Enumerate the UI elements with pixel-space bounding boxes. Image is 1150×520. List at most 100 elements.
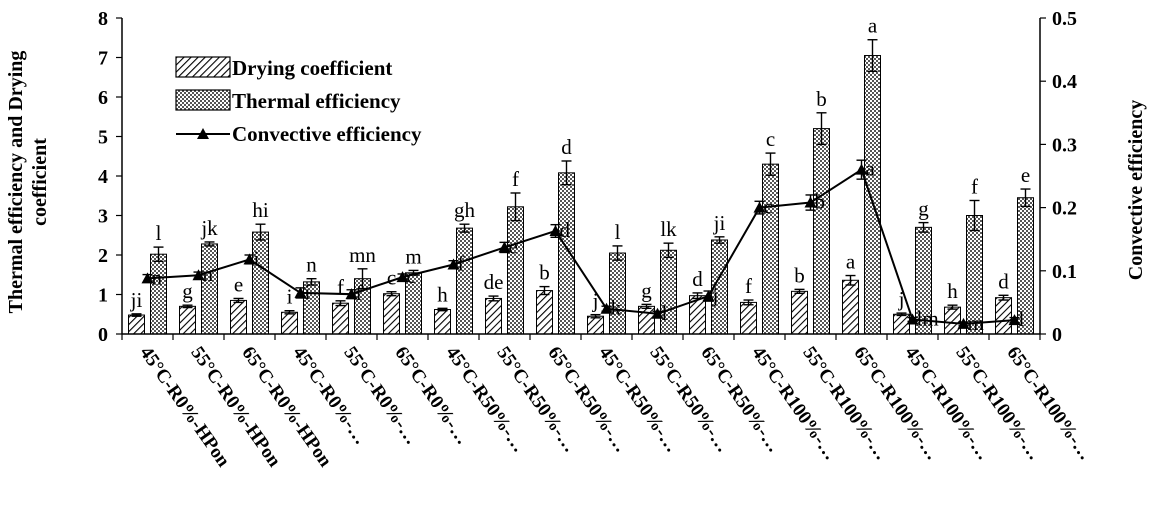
y-left-tick-label: 5	[98, 127, 108, 149]
legend-swatch-drying	[175, 56, 231, 78]
y-left-tick-label: 6	[98, 87, 108, 109]
drying-bar	[179, 305, 196, 335]
convective-letter: l	[1019, 307, 1025, 331]
y-left-tick-label: 1	[98, 285, 108, 307]
thermal-bar-letter: lk	[660, 217, 677, 241]
convective-letter: l	[662, 301, 668, 325]
thermal-bar-letter: ji	[713, 211, 726, 235]
thermal-bar	[609, 252, 626, 335]
convective-point	[141, 272, 154, 284]
drying-bar-letter: i	[287, 285, 293, 309]
convective-point	[498, 241, 511, 253]
y-right-tick-label: 0.3	[1052, 134, 1077, 156]
thermal-bar	[813, 128, 830, 335]
drying-bar	[587, 315, 604, 335]
thermal-bar-letter: d	[561, 135, 572, 159]
drying-bar	[128, 314, 145, 335]
convective-letter: c	[764, 195, 773, 219]
y-right-tick-label: 0.5	[1052, 8, 1077, 30]
y-left-tick-label: 7	[98, 48, 108, 70]
legend-item-thermal: Thermal efficiency	[175, 89, 401, 113]
convective-point	[600, 302, 613, 314]
convective-point	[294, 286, 307, 298]
drying-bar-letter: ji	[130, 288, 143, 312]
thermal-bar-letter: f	[971, 174, 978, 198]
y-axis-right-title: Convective efficiency	[1125, 100, 1147, 280]
thermal-bar	[762, 163, 779, 335]
thermal-bar-letter: l	[615, 220, 621, 244]
legend-label-thermal: Thermal efficiency	[232, 89, 401, 113]
drying-bar	[332, 302, 349, 335]
convective-letter: m	[968, 311, 984, 335]
convective-letter: d	[560, 218, 571, 242]
thermal-bar-letter: mn	[349, 243, 376, 267]
thermal-bar-letter: n	[306, 253, 317, 277]
y-left-tick-label: 4	[98, 166, 108, 188]
convective-point	[192, 269, 205, 281]
convective-letter: j	[712, 283, 719, 307]
drying-bar-letter: b	[794, 263, 805, 287]
convective-point	[906, 313, 919, 325]
thermal-bar-letter: gh	[454, 198, 476, 222]
y-left-tick-label: 0	[98, 324, 108, 346]
y-left-tick-label: 8	[98, 8, 108, 30]
convective-letter: k	[611, 296, 622, 320]
drying-bar	[485, 297, 502, 335]
drying-bar-letter: d	[692, 267, 703, 291]
convective-letter: b	[815, 190, 826, 214]
drying-bar-letter: g	[641, 278, 652, 302]
drying-bar-letter: b	[539, 261, 550, 285]
drying-bar	[740, 301, 757, 335]
drying-bar-letter: de	[484, 270, 504, 294]
convective-point	[957, 317, 970, 329]
convective-letter: i	[305, 280, 311, 304]
convective-point	[396, 271, 409, 283]
convective-point	[702, 290, 715, 302]
drying-bar	[638, 305, 655, 335]
convective-point	[804, 196, 817, 208]
convective-letter: lm	[917, 306, 939, 330]
convective-point	[447, 258, 460, 270]
drying-bar	[944, 306, 961, 335]
legend-item-drying: Drying coefficient	[175, 56, 392, 80]
x-category-label: 55°C-R0%-HPon	[186, 343, 285, 471]
convective-letter: f	[356, 281, 363, 305]
convective-point	[753, 201, 766, 213]
convective-letter: n	[203, 262, 214, 286]
legend-marker-convective	[197, 128, 209, 139]
y-right-tick-label: 0.2	[1052, 198, 1077, 220]
drying-bar	[842, 279, 859, 335]
thermal-bar	[201, 243, 218, 335]
convective-line	[147, 168, 1015, 325]
drying-bar-letter: j	[898, 287, 905, 311]
y-left-tick-label: 3	[98, 206, 108, 228]
convective-letter: a	[866, 157, 876, 181]
drying-bar	[230, 299, 247, 335]
convective-point	[243, 253, 256, 265]
thermal-bar-letter: e	[1021, 163, 1030, 187]
drying-bar-letter: j	[592, 289, 599, 313]
y-right-tick-label: 0.4	[1052, 71, 1077, 93]
drying-bar-letter: g	[182, 279, 193, 303]
legend-label-convective: Convective efficiency	[232, 122, 422, 146]
convective-point	[549, 224, 562, 236]
drying-bar	[536, 290, 553, 335]
convective-point	[345, 288, 358, 300]
drying-bar	[383, 293, 400, 335]
thermal-bar-letter: f	[512, 167, 519, 191]
thermal-bar-letter: a	[868, 14, 878, 38]
thermal-bar	[558, 172, 575, 335]
y-axis-left-title-line1: Thermal efficiency and Drying	[5, 51, 27, 314]
thermal-bar-letter: m	[405, 244, 421, 268]
thermal-bar-letter: c	[766, 127, 775, 151]
convective-point	[855, 163, 868, 175]
drying-bar-letter: f	[745, 274, 752, 298]
thermal-bar	[456, 227, 473, 335]
drying-bar-letter: f	[337, 275, 344, 299]
drying-bar-letter: a	[846, 250, 856, 274]
drying-bar	[281, 311, 298, 335]
thermal-bar-letter: hi	[252, 198, 269, 222]
drying-bar-letter: e	[234, 272, 243, 296]
drying-bar-letter: d	[998, 269, 1009, 293]
